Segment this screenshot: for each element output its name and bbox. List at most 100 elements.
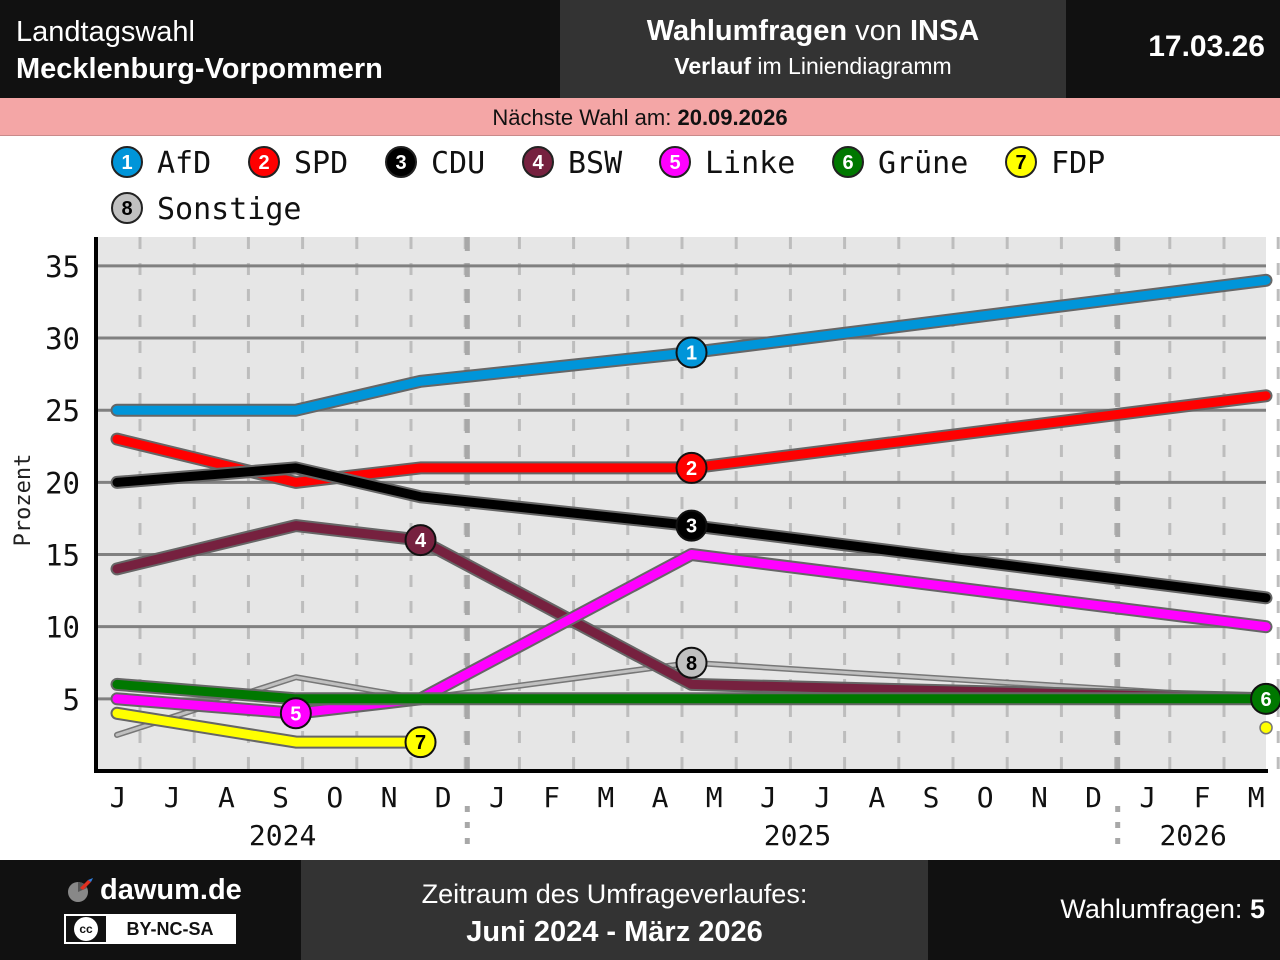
- header-center-bold2: INSA: [909, 15, 980, 47]
- legend-item-afd: 1 AfD: [111, 146, 211, 181]
- legend-swatch: [522, 146, 554, 178]
- legend-number: 5: [669, 152, 680, 174]
- cc-icon: cc: [74, 917, 98, 941]
- series-marker-number: 8: [686, 653, 697, 675]
- legend-label: Linke: [705, 146, 795, 181]
- series-marker-circle: [1250, 682, 1280, 715]
- y-tick-label: 25: [45, 394, 80, 428]
- period-label: Zeitraum des Umfrageverlaufes:: [421, 879, 808, 909]
- y-tick-label: 20: [45, 466, 80, 500]
- next-election-date: 20.09.2026: [677, 105, 788, 130]
- legend-number: 3: [395, 152, 406, 174]
- legend-label: FDP: [1051, 146, 1105, 181]
- legend-swatch: [248, 146, 280, 178]
- series-marker-circle: [675, 509, 708, 542]
- y-tick-label: 35: [45, 250, 80, 284]
- series-line-cdu: [112, 463, 1271, 603]
- x-tick-label: D: [1085, 781, 1102, 814]
- dawum-logo-icon: [68, 878, 93, 902]
- site-name[interactable]: dawum.de: [100, 874, 242, 906]
- x-tick-label: A: [868, 781, 885, 814]
- x-tick-label: F: [543, 781, 560, 814]
- footer-period: Zeitraum des Umfrageverlaufes: Juni 2024…: [301, 860, 928, 960]
- header-title: Landtagswahl Mecklenburg-Vorpommern: [16, 14, 383, 88]
- legend-item-cdu: 3 CDU: [385, 146, 485, 181]
- x-tick-label: A: [218, 781, 235, 814]
- legend-item-bsw: 4 BSW: [522, 146, 623, 181]
- header-center: Wahlumfragen von INSA Verlauf im Liniend…: [560, 0, 1066, 98]
- period-value: Juni 2024 - März 2026: [466, 916, 763, 948]
- legend-swatch: [1005, 146, 1037, 178]
- series-marker-number: 2: [686, 458, 697, 480]
- legend-label: SPD: [294, 146, 348, 181]
- series-marker-number: 5: [290, 703, 301, 725]
- title-line2: Mecklenburg-Vorpommern: [16, 53, 383, 85]
- series-marker-circle: [675, 646, 708, 679]
- legend-label: CDU: [431, 146, 485, 181]
- legend-label: BSW: [568, 146, 623, 181]
- year-label: 2025: [764, 819, 831, 852]
- series-marker-circle: [675, 451, 708, 484]
- legend-number: 2: [258, 152, 269, 174]
- header-center-plain1: von: [855, 15, 902, 47]
- next-election-banner: Nächste Wahl am: 20.09.2026: [0, 98, 1280, 136]
- series-marker-circle: [404, 524, 437, 557]
- series-marker-linke: 5: [279, 697, 312, 730]
- legend-swatch: [659, 146, 691, 178]
- x-tick-label: O: [977, 781, 994, 814]
- extra-point-fdp: [1259, 720, 1273, 735]
- legend-item-spd: 2 SPD: [248, 146, 348, 181]
- legend-item-grüne: 6 Grüne: [832, 146, 968, 181]
- y-tick-label: 5: [63, 683, 80, 717]
- legend-label: Sonstige: [157, 192, 302, 227]
- header-center-bold3: Verlauf: [674, 53, 751, 79]
- series-marker-sonstige: 8: [675, 646, 708, 679]
- legend-number: 6: [842, 152, 853, 174]
- legend-item-linke: 5 Linke: [659, 146, 795, 181]
- x-tick-label: F: [1194, 781, 1211, 814]
- legend-swatch: [111, 146, 143, 178]
- series-line-afd: [112, 275, 1271, 415]
- series-marker-circle: [675, 336, 708, 369]
- series-marker-number: 6: [1260, 689, 1271, 711]
- series-marker-spd: 2: [675, 451, 708, 484]
- license-label: BY-NC-SA: [106, 916, 234, 942]
- series-marker-grüne: 6: [1250, 682, 1280, 715]
- legend-number: 1: [121, 152, 132, 174]
- series-marker-number: 4: [415, 530, 427, 552]
- title-line1: Landtagswahl: [16, 16, 195, 48]
- x-tick-label: A: [652, 781, 669, 814]
- x-tick-label: O: [326, 781, 343, 814]
- series-line-grüne: [112, 679, 1271, 704]
- x-tick-label: J: [1139, 781, 1156, 814]
- series-marker-afd: 1: [675, 336, 708, 369]
- series-marker-number: 1: [686, 342, 697, 364]
- license-badge[interactable]: cc BY-NC-SA: [64, 914, 236, 944]
- legend-swatch: [832, 146, 864, 178]
- y-tick-label: 15: [45, 539, 80, 573]
- x-tick-label: M: [706, 781, 723, 814]
- legend-number: 7: [1015, 152, 1026, 174]
- year-label: 2024: [249, 819, 316, 852]
- y-axis-label: Prozent: [11, 454, 36, 547]
- poll-count-value: 5: [1249, 894, 1265, 924]
- x-tick-label: M: [1248, 781, 1265, 814]
- x-tick-label: J: [110, 781, 127, 814]
- next-election-label: Nächste Wahl am:: [492, 105, 672, 130]
- y-tick-label: 10: [45, 611, 80, 645]
- poll-count: Wahlumfragen: 5: [1060, 894, 1265, 925]
- legend-swatch: [111, 192, 143, 224]
- legend-label: AfD: [157, 146, 211, 181]
- x-tick-label: N: [1031, 781, 1048, 814]
- legend-number: 4: [532, 152, 544, 174]
- legend-number: 8: [121, 198, 132, 220]
- header-center-bold1: Wahlumfragen: [646, 15, 848, 47]
- x-tick-label: J: [814, 781, 831, 814]
- footer-brand: dawum.de cc BY-NC-SA: [0, 860, 300, 960]
- poll-count-label: Wahlumfragen:: [1060, 894, 1243, 924]
- series-marker-cdu: 3: [675, 509, 708, 542]
- series-marker-number: 7: [415, 732, 426, 754]
- legend-label: Grüne: [878, 146, 968, 181]
- series-line-fdp: [112, 708, 425, 747]
